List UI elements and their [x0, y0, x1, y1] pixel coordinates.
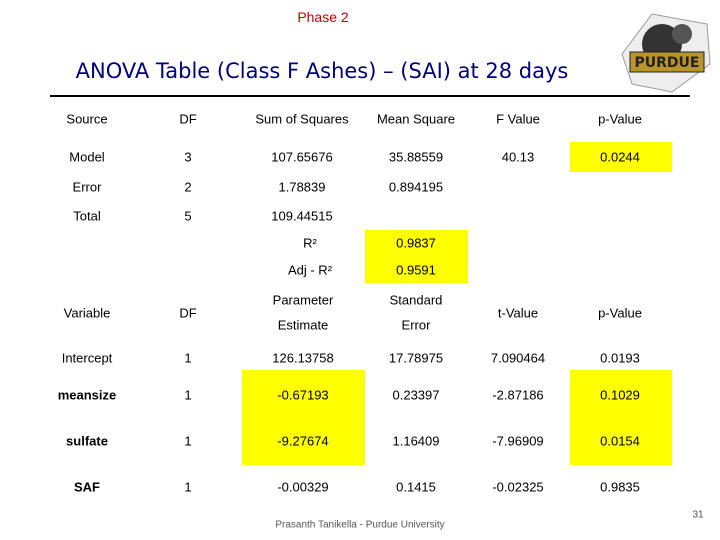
table-cell: 7.090464 [490, 350, 546, 366]
table-cell: meansize [57, 387, 117, 403]
table-cell: 0.1029 [600, 387, 640, 403]
footer-text: Prasanth Tanikella - Purdue University [275, 519, 445, 531]
highlight [570, 420, 672, 465]
table-cell: 0.0154 [600, 433, 640, 449]
table-cell: Error [72, 179, 102, 195]
table-cell: 0.23397 [392, 387, 440, 403]
table-cell: 107.65676 [271, 149, 333, 165]
table-cell: SAF [74, 479, 100, 495]
table-cell: -9.27674 [277, 433, 329, 449]
table-cell: Intercept [61, 350, 113, 366]
table-cell: -0.00329 [277, 479, 329, 495]
table-cell: -7.96909 [492, 433, 544, 449]
highlight [242, 420, 365, 465]
column-header: Estimate [277, 317, 329, 333]
fit-label: Adj - R² [287, 262, 333, 278]
table-cell: -0.02325 [492, 479, 544, 495]
phase-label: Phase 2 [297, 9, 349, 25]
table-cell: 109.44515 [271, 208, 333, 224]
highlight [570, 370, 672, 420]
column-header: Source [66, 111, 108, 127]
column-header: Standard [389, 292, 443, 308]
highlight [570, 142, 672, 172]
svg-text:PURDUE: PURDUE [635, 55, 700, 71]
table-cell: 17.78975 [388, 350, 444, 366]
table-cell: 0.1415 [396, 479, 436, 495]
column-header: Mean Square [376, 111, 456, 127]
table-cell: 5 [184, 208, 192, 224]
column-header: Error [401, 317, 431, 333]
table-cell: Total [73, 208, 101, 224]
table-cell: 1 [184, 479, 192, 495]
table-cell: Model [69, 149, 105, 165]
column-header: Parameter [272, 292, 334, 308]
title-rule [50, 95, 690, 97]
fit-label: R² [303, 235, 317, 251]
column-header: DF [179, 111, 197, 127]
table-cell: 0.894195 [388, 179, 444, 195]
table-cell: 1.78839 [278, 179, 326, 195]
highlight [242, 370, 365, 420]
table-cell: 35.88559 [388, 149, 444, 165]
table-cell: 0.0193 [600, 350, 640, 366]
table-cell: sulfate [66, 433, 108, 449]
column-header: Sum of Squares [255, 111, 349, 127]
table-cell: 0.0244 [600, 149, 640, 165]
table-cell: 1.16409 [392, 433, 440, 449]
fit-value: 0.9837 [396, 235, 436, 251]
table-cell: 2 [184, 179, 192, 195]
table-cell: 1 [184, 350, 192, 366]
column-header: F Value [496, 111, 540, 127]
table-cell: 40.13 [501, 149, 535, 165]
table-cell: 1 [184, 433, 192, 449]
table-cell: 3 [184, 149, 192, 165]
table-cell: -2.87186 [492, 387, 544, 403]
table-cell: -0.67193 [277, 387, 329, 403]
table-cell: 0.9835 [600, 479, 640, 495]
table-cell: 126.13758 [272, 350, 334, 366]
column-header: p-Value [598, 305, 642, 321]
column-header: t-Value [497, 305, 539, 321]
column-header: DF [179, 305, 197, 321]
page-number: 31 [692, 509, 704, 521]
column-header: Variable [63, 305, 111, 321]
table-cell: 1 [184, 387, 192, 403]
column-header: p-Value [598, 111, 642, 127]
logo: PURDUE [621, 13, 711, 93]
fit-value: 0.9591 [396, 262, 436, 278]
highlight [365, 230, 468, 257]
slide-title: ANOVA Table (Class F Ashes) – (SAI) at 2… [75, 59, 569, 83]
highlight [365, 257, 468, 283]
